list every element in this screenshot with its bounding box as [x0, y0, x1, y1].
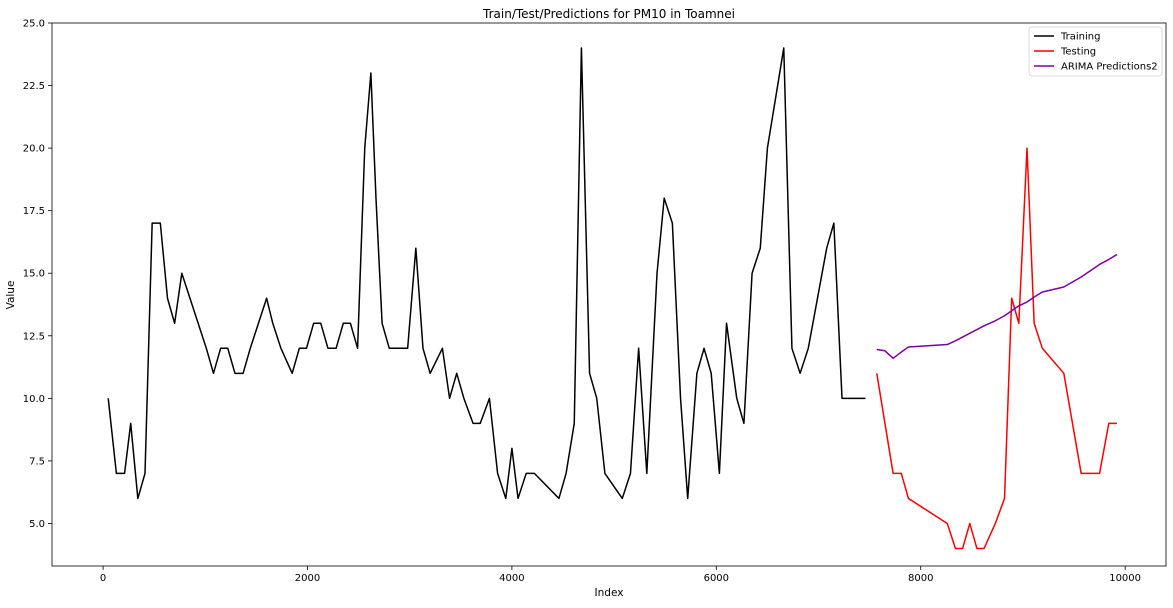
y-tick-label: 5.0 — [29, 519, 45, 530]
y-tick-label: 15.0 — [23, 269, 45, 280]
y-tick-label: 22.5 — [23, 81, 45, 92]
series-layer — [107, 47, 1118, 550]
x-axis-label: Index — [595, 587, 624, 599]
legend-label-testing: Testing — [1060, 47, 1096, 58]
y-tick-label: 10.0 — [23, 394, 45, 405]
x-tick-label: 10000 — [1109, 573, 1141, 584]
series-line-training — [107, 47, 866, 500]
y-axis: 5.0 7.5 10.0 12.5 15.0 17.5 20.0 22.5 25.0 — [23, 19, 52, 530]
legend: Training Testing ARIMA Predictions2 — [1028, 26, 1163, 77]
y-axis-label: Value — [5, 281, 17, 310]
x-tick-label: 8000 — [908, 573, 933, 584]
x-axis: 0 2000 4000 6000 8000 10000 — [100, 566, 1141, 584]
y-tick-label: 20.0 — [23, 144, 45, 155]
x-tick-label: 4000 — [499, 573, 524, 584]
legend-box — [1028, 26, 1163, 77]
y-tick-label: 17.5 — [23, 206, 45, 217]
y-tick-label: 25.0 — [23, 19, 45, 30]
plot-area-frame — [51, 22, 1167, 567]
legend-label-arima-predictions2: ARIMA Predictions2 — [1061, 62, 1158, 73]
x-tick-label: 0 — [100, 573, 106, 584]
x-tick-label: 6000 — [704, 573, 729, 584]
legend-label-training: Training — [1060, 32, 1100, 43]
series-line-testing — [876, 147, 1117, 550]
chart-title: Train/Test/Predictions for PM10 in Toamn… — [482, 7, 735, 21]
y-tick-label: 12.5 — [23, 331, 45, 342]
series-line-arima-predictions2 — [876, 253, 1118, 360]
x-tick-label: 2000 — [295, 573, 320, 584]
y-tick-label: 7.5 — [29, 456, 45, 467]
